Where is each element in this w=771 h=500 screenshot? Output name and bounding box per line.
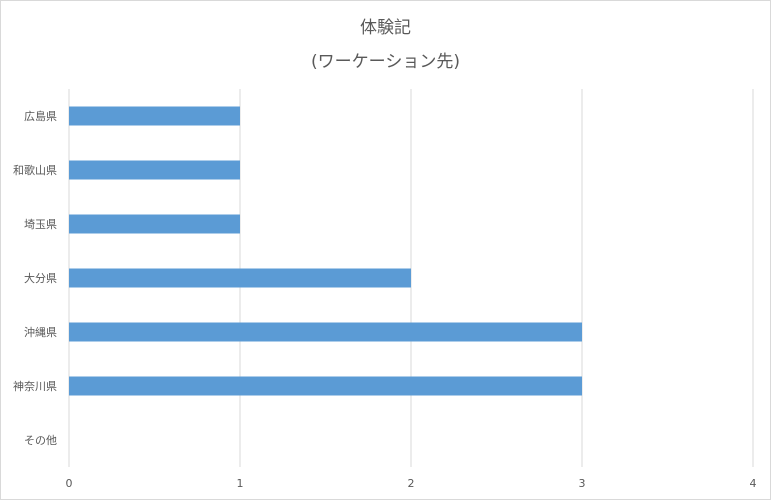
category-label-3: 大分県 [24,271,57,285]
category-label-6: その他 [24,434,57,447]
bar-3 [69,268,411,288]
x-tick-label-4: 4 [750,477,757,490]
bar-1 [69,160,240,180]
category-label-4: 沖縄県 [24,325,57,339]
bar-2 [69,214,240,234]
x-tick-label-2: 2 [408,477,415,490]
x-tick-label-1: 1 [237,477,244,490]
category-label-0: 広島県 [24,109,57,123]
chart-title-line-1: 体験記 [360,18,411,38]
x-tick-label-3: 3 [579,477,586,490]
category-label-2: 埼玉県 [24,217,57,231]
bar-4 [69,322,582,342]
bar-0 [69,106,240,126]
chart-title-line-2: (ワーケーション先) [311,52,460,72]
x-tick-label-0: 0 [66,477,73,490]
category-label-5: 神奈川県 [13,379,57,393]
category-label-1: 和歌山県 [13,163,57,177]
bar-5 [69,376,582,396]
